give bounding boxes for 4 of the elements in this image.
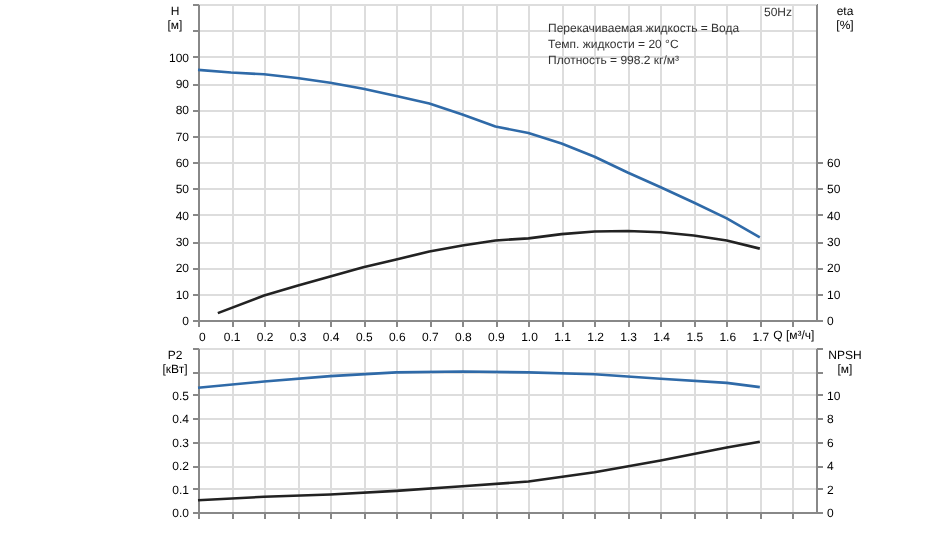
- line-series: [196, 68, 762, 239]
- line-series: [216, 229, 762, 315]
- line-series: [196, 440, 762, 502]
- line-series: [196, 370, 762, 390]
